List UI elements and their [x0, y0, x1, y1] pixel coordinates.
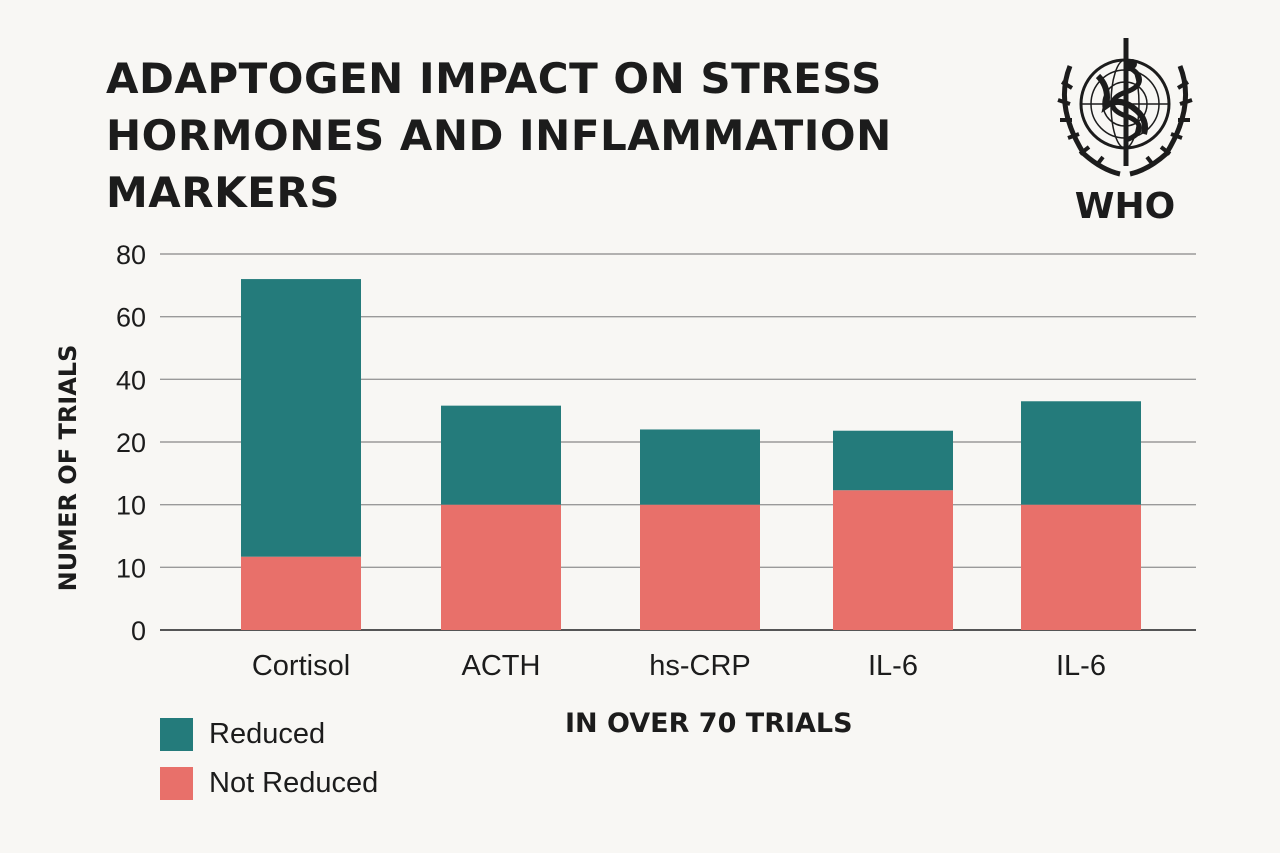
y-tick-label: 0 — [131, 616, 146, 646]
y-tick-label: 80 — [116, 240, 146, 270]
legend-item-reduced: Reduced — [160, 710, 378, 759]
bar-not-reduced — [833, 490, 953, 630]
chart-title-line: MARKERS — [106, 168, 340, 217]
who-logo-text: WHO — [1074, 186, 1176, 227]
who-logo: WHO — [1040, 36, 1210, 236]
bar-not-reduced — [1021, 504, 1141, 630]
bars — [241, 279, 1141, 630]
legend-label: Reduced — [209, 718, 326, 750]
legend: Reduced Not Reduced — [160, 710, 378, 808]
bar-reduced — [833, 430, 953, 491]
y-tick-label: 60 — [116, 303, 146, 333]
bar-reduced — [241, 279, 361, 557]
bar-reduced — [1021, 401, 1141, 505]
x-tick-label: IL-6 — [1056, 650, 1106, 682]
bar-not-reduced — [640, 504, 760, 630]
chart-title-line: HORMONES AND INFLAMMATION — [106, 111, 892, 160]
x-tick-label: IL-6 — [868, 650, 918, 682]
bar-not-reduced — [241, 556, 361, 630]
y-tick-label: 10 — [116, 491, 146, 521]
legend-item-not-reduced: Not Reduced — [160, 759, 378, 808]
x-tick-label: ACTH — [462, 650, 541, 682]
legend-swatch-not-reduced — [160, 767, 193, 800]
bar-reduced — [640, 429, 760, 505]
x-tick-label: Cortisol — [252, 650, 350, 682]
y-tick-label: 20 — [116, 428, 146, 458]
y-tick-label: 40 — [116, 365, 146, 395]
x-tick-label: hs-CRP — [649, 650, 751, 682]
chart-note: IN OVER 70 TRIALS — [565, 708, 853, 739]
bar-reduced — [441, 405, 561, 505]
x-tick-labels: Cortisol ACTH hs-CRP IL-6 IL-6 — [252, 650, 1106, 682]
legend-swatch-reduced — [160, 718, 193, 751]
y-tick-label: 10 — [116, 553, 146, 583]
chart-title-line: ADAPTOGEN IMPACT ON STRESS — [106, 54, 882, 103]
y-tick-labels: 0 10 10 20 40 60 80 — [116, 240, 146, 646]
chart-title: ADAPTOGEN IMPACT ON STRESS HORMONES AND … — [106, 50, 1006, 221]
y-axis-title: NUMER OF TRIALS — [54, 345, 82, 592]
who-emblem-icon — [1057, 38, 1193, 177]
bar-not-reduced — [441, 504, 561, 630]
legend-label: Not Reduced — [209, 767, 379, 799]
